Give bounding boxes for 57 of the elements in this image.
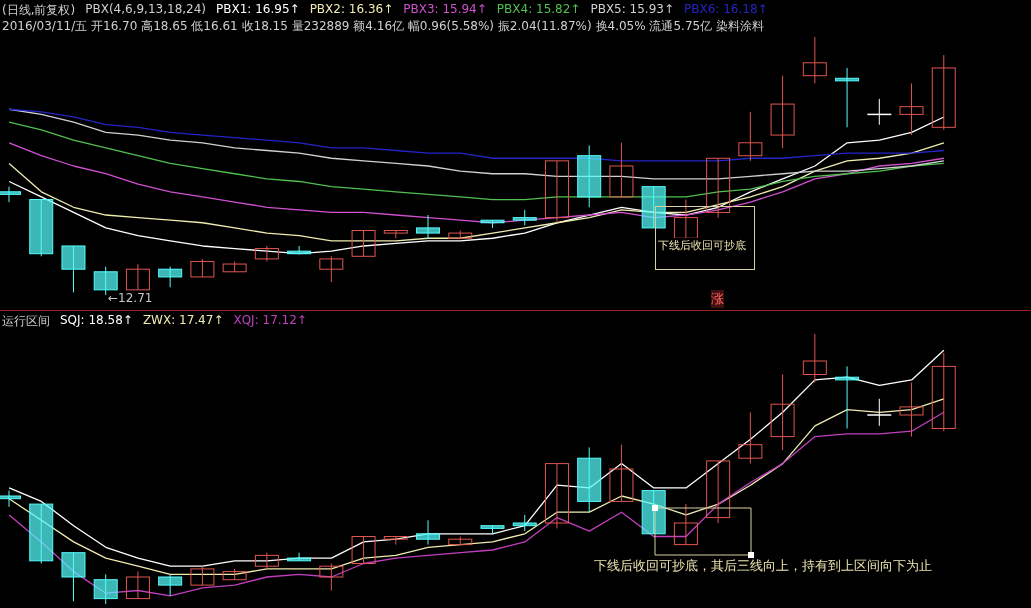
candlestick xyxy=(158,266,183,288)
candlestick xyxy=(609,142,634,198)
legend-title: PBX(4,6,9,13,18,24) xyxy=(85,2,207,18)
candlestick xyxy=(706,157,731,219)
candlestick xyxy=(190,565,215,586)
text: PBX5: 15.93↑ xyxy=(590,2,674,18)
text: PBX1: 16.95↑ xyxy=(216,2,300,18)
candlestick xyxy=(802,334,827,384)
candlestick xyxy=(544,463,569,529)
candlestick xyxy=(416,214,441,239)
candlestick xyxy=(287,552,312,562)
text: SQJ: 18.58↑ xyxy=(60,313,133,329)
candlestick xyxy=(802,37,827,84)
candlestick xyxy=(93,266,118,295)
candlestick xyxy=(544,160,569,224)
candlestick xyxy=(158,573,183,597)
annotation: 下线后收回可抄底 xyxy=(658,238,746,253)
text: PBX2: 16.36↑ xyxy=(309,2,394,18)
annotation: 涨 xyxy=(711,290,724,308)
candlestick xyxy=(319,255,344,283)
candlestick xyxy=(61,245,86,293)
candlestick xyxy=(899,82,924,136)
annotation: 下线后收回可抄底，其后三线向上，持有到上区间向下为止 xyxy=(594,557,932,575)
candlestick xyxy=(770,75,795,149)
candlestick xyxy=(319,563,344,591)
text: PBX4: 15.82↑ xyxy=(496,2,581,18)
candlestick xyxy=(609,444,634,502)
annotation: ←12.71 xyxy=(108,291,153,305)
candlestick xyxy=(351,536,376,564)
candlestick xyxy=(770,374,795,451)
chart-title: (日线,前复权) xyxy=(2,2,76,19)
candlestick xyxy=(738,111,763,162)
candlestick xyxy=(125,571,150,600)
chart-title: 运行区间 xyxy=(2,313,50,330)
candlestick xyxy=(254,245,279,262)
candlestick xyxy=(673,503,698,546)
candlestick xyxy=(93,573,118,604)
chart-subtitle: 2016/03/11/五 开16.70 高18.65 低16.61 收18.15 量232889 额4.16亿 幅0.96(5.58%) 振2.04(11.87%) 换4.05% 流通5.75亿 染料涂料 xyxy=(2,18,764,35)
text: XQJ: 17.12↑ xyxy=(233,313,307,329)
candlestick xyxy=(351,230,376,257)
candlestick xyxy=(866,98,893,126)
text: PBX3: 15.94↑ xyxy=(403,2,487,18)
candlestick xyxy=(835,365,860,429)
candlestick xyxy=(931,54,956,131)
candlestick xyxy=(125,263,150,291)
candlestick xyxy=(835,67,860,128)
candlestick xyxy=(706,460,731,524)
text: ZWX: 17.47↑ xyxy=(142,313,224,329)
candlestick xyxy=(416,519,441,546)
candlestick xyxy=(931,352,956,432)
candlestick xyxy=(866,398,893,427)
candlestick xyxy=(899,382,924,438)
candlestick xyxy=(190,258,215,278)
candlestick xyxy=(254,552,279,570)
candlestick xyxy=(738,411,763,465)
candlestick xyxy=(287,245,312,255)
text: PBX6: 16.18↑ xyxy=(684,2,768,18)
